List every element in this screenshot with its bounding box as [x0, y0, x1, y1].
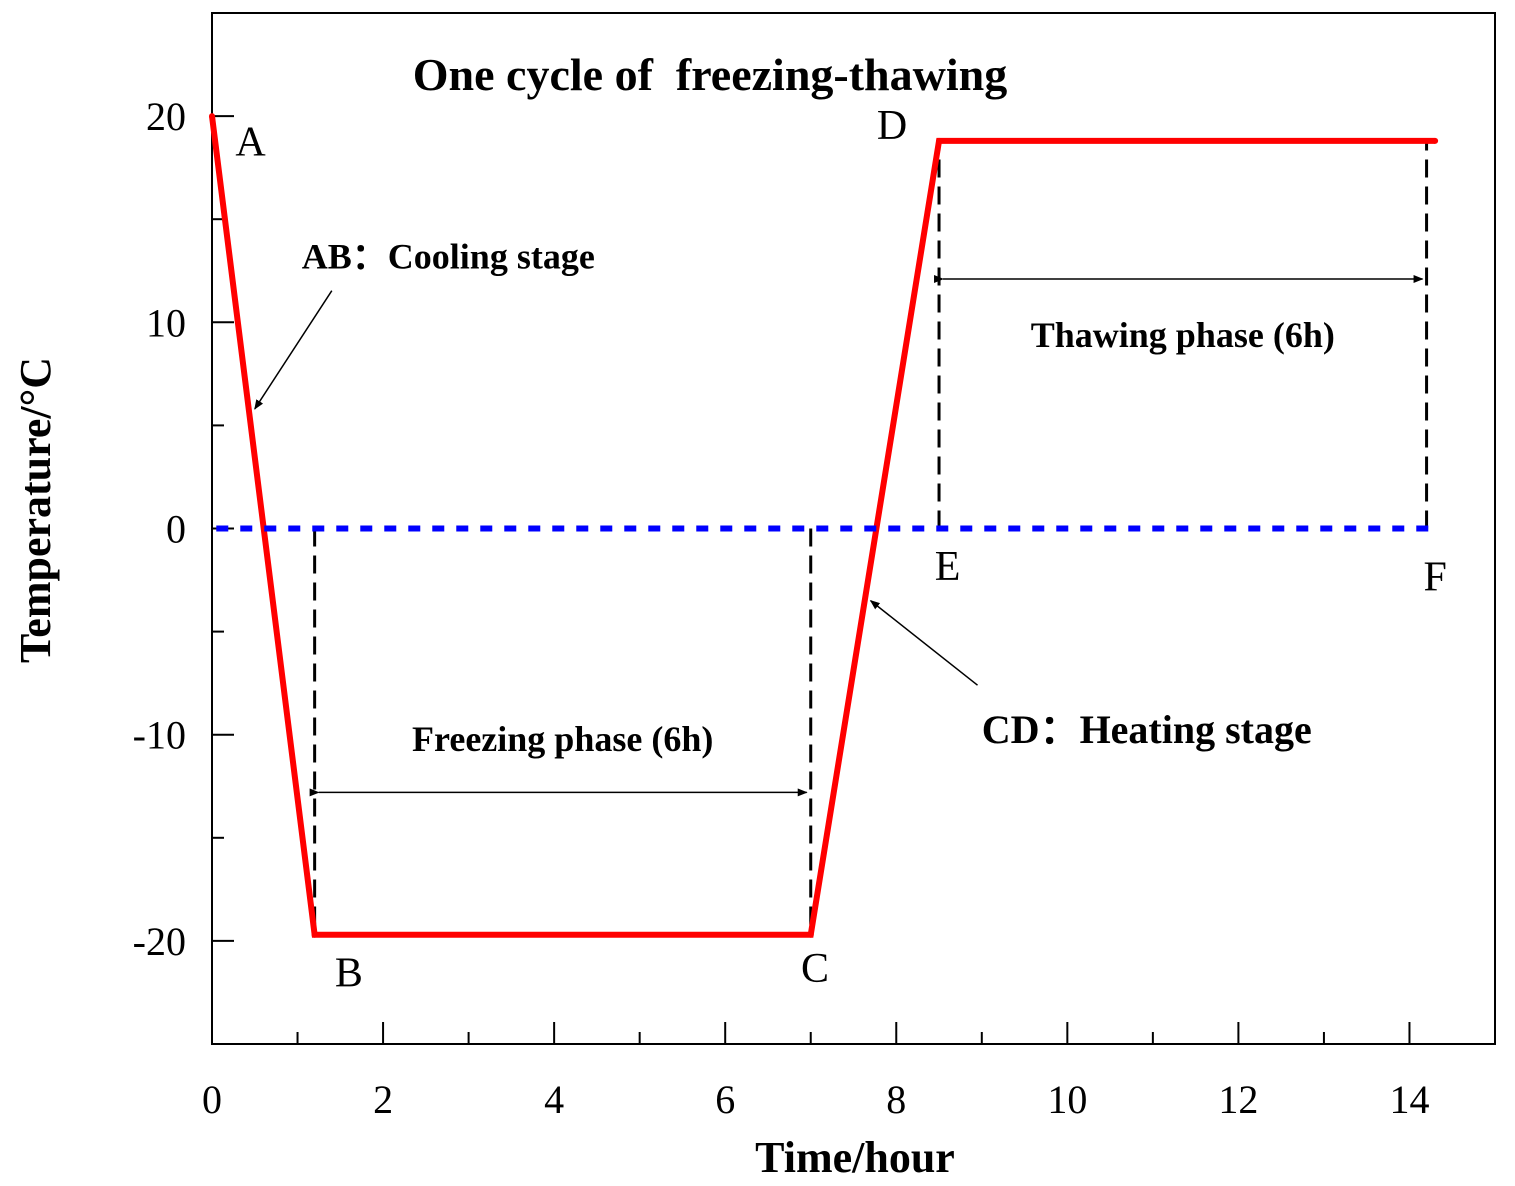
annotation-label: CD：Heating stage: [982, 707, 1312, 752]
temperature-cycle-vertex: [311, 931, 318, 938]
data-series: [209, 113, 1439, 938]
x-tick-label: 2: [373, 1077, 393, 1122]
y-tick-label: -10: [133, 713, 186, 758]
point-label-C: C: [801, 946, 829, 992]
point-label-E: E: [935, 544, 961, 590]
annotation-pointer-arrow: [254, 290, 333, 410]
annotation-label: AB：Cooling stage: [302, 237, 595, 277]
point-label-D: D: [877, 103, 907, 149]
point-label-B: B: [335, 950, 363, 996]
annotation-label: Thawing phase (6h): [1031, 315, 1335, 355]
temperature-cycle-vertex: [209, 113, 215, 120]
y-tick-label: 0: [166, 507, 186, 552]
x-tick-label: 6: [715, 1077, 735, 1122]
chart-title: One cycle of freezing-thawing: [413, 49, 1007, 100]
y-tick-label: 20: [146, 94, 186, 139]
axis-tick-labels: 0 2 4 6 8 10 12 14 -20 -10 0 10 20: [133, 94, 1430, 1122]
temperature-cycle-vertex: [936, 137, 943, 144]
chart-annotations: AB：Cooling stage CD：Heating stage Freezing…: [254, 237, 1424, 797]
x-tick-label: 0: [202, 1077, 222, 1122]
temperature-cycle-vertex: [807, 931, 814, 938]
y-tick-label: -20: [133, 919, 186, 964]
phase-guide-lines: [313, 140, 1429, 935]
x-tick-label: 10: [1047, 1077, 1087, 1122]
point-label-A: A: [235, 119, 266, 165]
x-tick-label: 4: [544, 1077, 564, 1122]
y-tick-label: 10: [146, 300, 186, 345]
annotation-pointer-arrow: [869, 600, 978, 686]
x-tick-label: 14: [1389, 1077, 1429, 1122]
y-axis-title: Temperature/°C: [11, 357, 60, 663]
annotation-label: Freezing phase (6h): [412, 719, 713, 759]
temperature-cycle-vertex: [1432, 137, 1439, 144]
point-label-F: F: [1423, 554, 1446, 600]
x-axis-title: Time/hour: [755, 1133, 955, 1182]
x-tick-label: 8: [886, 1077, 906, 1122]
x-tick-label: 12: [1218, 1077, 1258, 1122]
point-labels: A B C D E F: [235, 103, 1446, 996]
axis-ticks: [211, 115, 1411, 1044]
